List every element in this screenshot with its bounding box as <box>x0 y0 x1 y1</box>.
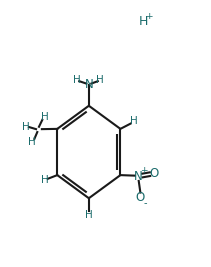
Text: H: H <box>130 116 138 127</box>
Text: H: H <box>85 210 93 221</box>
Text: H: H <box>28 137 36 147</box>
Text: O: O <box>149 167 158 180</box>
Text: N: N <box>134 170 143 183</box>
Text: H: H <box>138 15 148 28</box>
Text: O: O <box>136 191 145 204</box>
Text: H: H <box>41 175 48 185</box>
Text: H: H <box>96 75 104 85</box>
Text: +: + <box>140 166 147 175</box>
Text: H: H <box>73 75 81 85</box>
Text: H: H <box>41 112 48 122</box>
Text: +: + <box>145 12 153 21</box>
Text: -: - <box>144 198 147 208</box>
Text: N: N <box>84 78 93 91</box>
Text: H: H <box>22 122 30 132</box>
